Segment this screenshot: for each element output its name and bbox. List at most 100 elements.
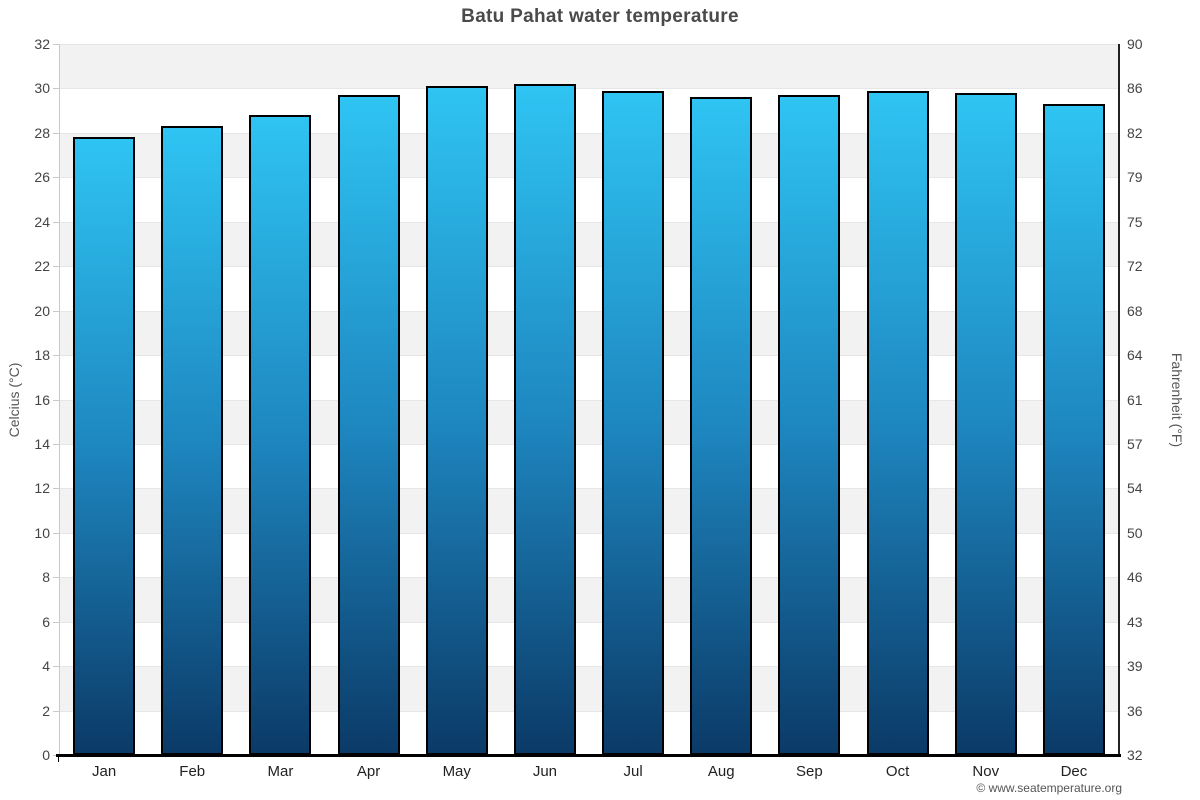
gridline — [60, 532, 1118, 534]
y-tick-label-celsius: 12 — [34, 480, 50, 497]
y-tick-label-fahrenheit: 43 — [1127, 613, 1143, 630]
y-axis-tick — [53, 443, 59, 445]
bar-may — [425, 86, 488, 755]
y-tick-label-celsius: 26 — [34, 169, 50, 186]
gridline — [60, 177, 1118, 179]
plot-band — [60, 488, 1118, 533]
y-axis-tick — [53, 88, 59, 90]
gridline — [60, 355, 1118, 357]
plot-band — [60, 443, 1118, 489]
y-axis-tick — [53, 577, 59, 579]
bar-oct — [866, 90, 929, 755]
y-tick-label-fahrenheit: 75 — [1127, 213, 1143, 230]
y-axis-tick — [53, 310, 59, 312]
gridline — [60, 666, 1118, 668]
y-tick-label-fahrenheit: 50 — [1127, 524, 1143, 541]
y-axis-tick — [53, 399, 59, 401]
plot-band — [60, 310, 1118, 356]
plot-band — [60, 132, 1118, 178]
plot-band — [60, 177, 1118, 222]
x-axis-line — [56, 754, 1121, 757]
y-tick-label-celsius: 20 — [34, 302, 50, 319]
y-tick-label-celsius: 18 — [34, 347, 50, 364]
x-tick-label-oct: Oct — [885, 763, 910, 780]
x-tick-label-dec: Dec — [1060, 763, 1088, 780]
x-tick-label-mar: Mar — [267, 763, 294, 780]
gridline — [60, 621, 1118, 623]
y-axis-tick — [53, 621, 59, 623]
gridline — [60, 310, 1118, 312]
x-tick-label-feb: Feb — [179, 763, 206, 780]
y-axis-tick — [53, 221, 59, 223]
y-axis-tick — [53, 532, 59, 534]
x-tick-label-jan: Jan — [91, 763, 117, 780]
plot-band — [60, 621, 1118, 667]
y-tick-label-fahrenheit: 57 — [1127, 435, 1143, 452]
copyright-link[interactable]: © www.seatemperature.org — [976, 781, 1122, 795]
plot-band — [60, 710, 1118, 755]
x-tick-label-sep: Sep — [796, 763, 823, 780]
bar-jun — [513, 83, 576, 755]
gridline — [60, 221, 1118, 223]
y-tick-label-fahrenheit: 68 — [1127, 302, 1143, 319]
bar-jan — [73, 137, 136, 755]
y-tick-label-celsius: 24 — [34, 213, 50, 230]
y-tick-label-celsius: 14 — [34, 435, 50, 452]
gridline — [60, 44, 1118, 45]
y-tick-label-fahrenheit: 61 — [1127, 391, 1143, 408]
y-axis-tick — [53, 44, 59, 45]
y-tick-label-celsius: 28 — [34, 124, 50, 141]
y-tick-label-fahrenheit: 79 — [1127, 169, 1143, 186]
bar-feb — [161, 126, 224, 755]
bar-nov — [954, 92, 1017, 755]
y-tick-label-celsius: 32 — [34, 36, 50, 52]
x-tick-label-nov: Nov — [972, 763, 1000, 780]
y-tick-label-fahrenheit: 39 — [1127, 658, 1143, 675]
y-tick-label-celsius: 22 — [34, 258, 50, 275]
y-tick-label-celsius: 0 — [42, 747, 50, 763]
y-tick-label-fahrenheit: 54 — [1127, 480, 1143, 497]
y-tick-label-fahrenheit: 32 — [1127, 747, 1143, 763]
x-tick-label-aug: Aug — [707, 763, 735, 780]
y-axis-line-right — [1118, 44, 1120, 757]
y-tick-label-fahrenheit: 36 — [1127, 702, 1143, 719]
gridline — [60, 488, 1118, 490]
y-tick-label-celsius: 10 — [34, 524, 50, 541]
x-tick-label-jun: Jun — [532, 763, 557, 780]
plot-band — [60, 266, 1118, 311]
gridline — [60, 710, 1118, 712]
y-tick-label-celsius: 2 — [42, 702, 50, 719]
x-tick-label-apr: Apr — [356, 763, 381, 780]
gridline — [60, 577, 1118, 579]
plot-band — [60, 355, 1118, 400]
plot-band — [60, 577, 1118, 622]
plot-band — [60, 532, 1118, 578]
y-tick-label-celsius: 6 — [42, 613, 50, 630]
y-axis-line-left — [59, 44, 60, 755]
plot-band — [60, 399, 1118, 444]
bar-sep — [778, 95, 841, 755]
y-tick-label-fahrenheit: 72 — [1127, 258, 1143, 275]
y-axis-tick — [53, 355, 59, 357]
plot-band — [60, 88, 1118, 133]
x-axis-end-tick — [58, 757, 59, 762]
y-tick-label-celsius: 4 — [42, 658, 50, 675]
y-axis-tick — [53, 488, 59, 490]
bar-aug — [690, 97, 753, 755]
y-axis-tick — [53, 666, 59, 668]
x-tick-label-jul: Jul — [623, 763, 643, 780]
y-axis-tick — [53, 266, 59, 268]
y-tick-label-fahrenheit: 86 — [1127, 80, 1143, 97]
x-tick-label-may: May — [442, 763, 471, 780]
y-tick-label-celsius: 16 — [34, 391, 50, 408]
bar-dec — [1042, 103, 1105, 755]
y-axis-tick — [53, 132, 59, 134]
y-tick-label-fahrenheit: 46 — [1127, 569, 1143, 586]
plot-band — [60, 44, 1118, 89]
gridline — [60, 443, 1118, 445]
y-tick-label-celsius: 30 — [34, 80, 50, 97]
y-tick-label-fahrenheit: 82 — [1127, 124, 1143, 141]
y-tick-label-celsius: 8 — [42, 569, 50, 586]
y-tick-label-fahrenheit: 90 — [1127, 36, 1143, 52]
